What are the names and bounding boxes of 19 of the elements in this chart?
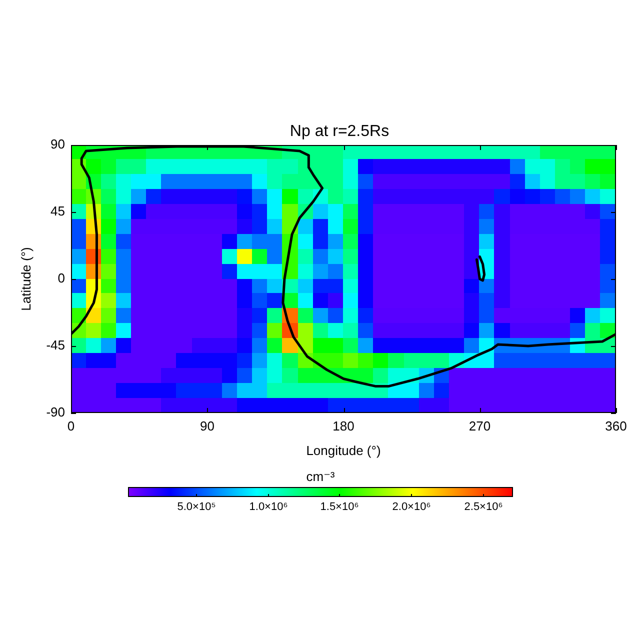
chart-title: Np at r=2.5Rs [290,123,390,140]
y-tick-label: 0 [58,270,65,286]
color-bar-label: 5.0×10⁵ [177,501,216,514]
x-tick-label: 90 [200,418,214,434]
x-axis-title: Longitude (°) [306,442,381,458]
x-tick-label: 360 [605,418,627,434]
x-tick-label: 0 [67,418,75,434]
y-tick-label: 90 [50,136,65,152]
color-bar-label: 2.0×10⁶ [392,501,431,514]
y-axis-title: Latitude (°) [18,247,34,311]
color-bar-label: 2.5×10⁶ [464,501,503,514]
color-bar-label: 1.0×10⁶ [249,501,288,514]
y-tick-label: -45 [46,338,65,353]
x-tick-label: 180 [332,418,354,434]
color-bar-title: cm⁻³ [306,469,336,484]
y-tick-label: -90 [46,404,65,420]
x-tick-label: 270 [468,418,491,434]
color-bar-label: 1.5×10⁶ [320,501,359,514]
y-tick-label: 45 [50,204,65,219]
